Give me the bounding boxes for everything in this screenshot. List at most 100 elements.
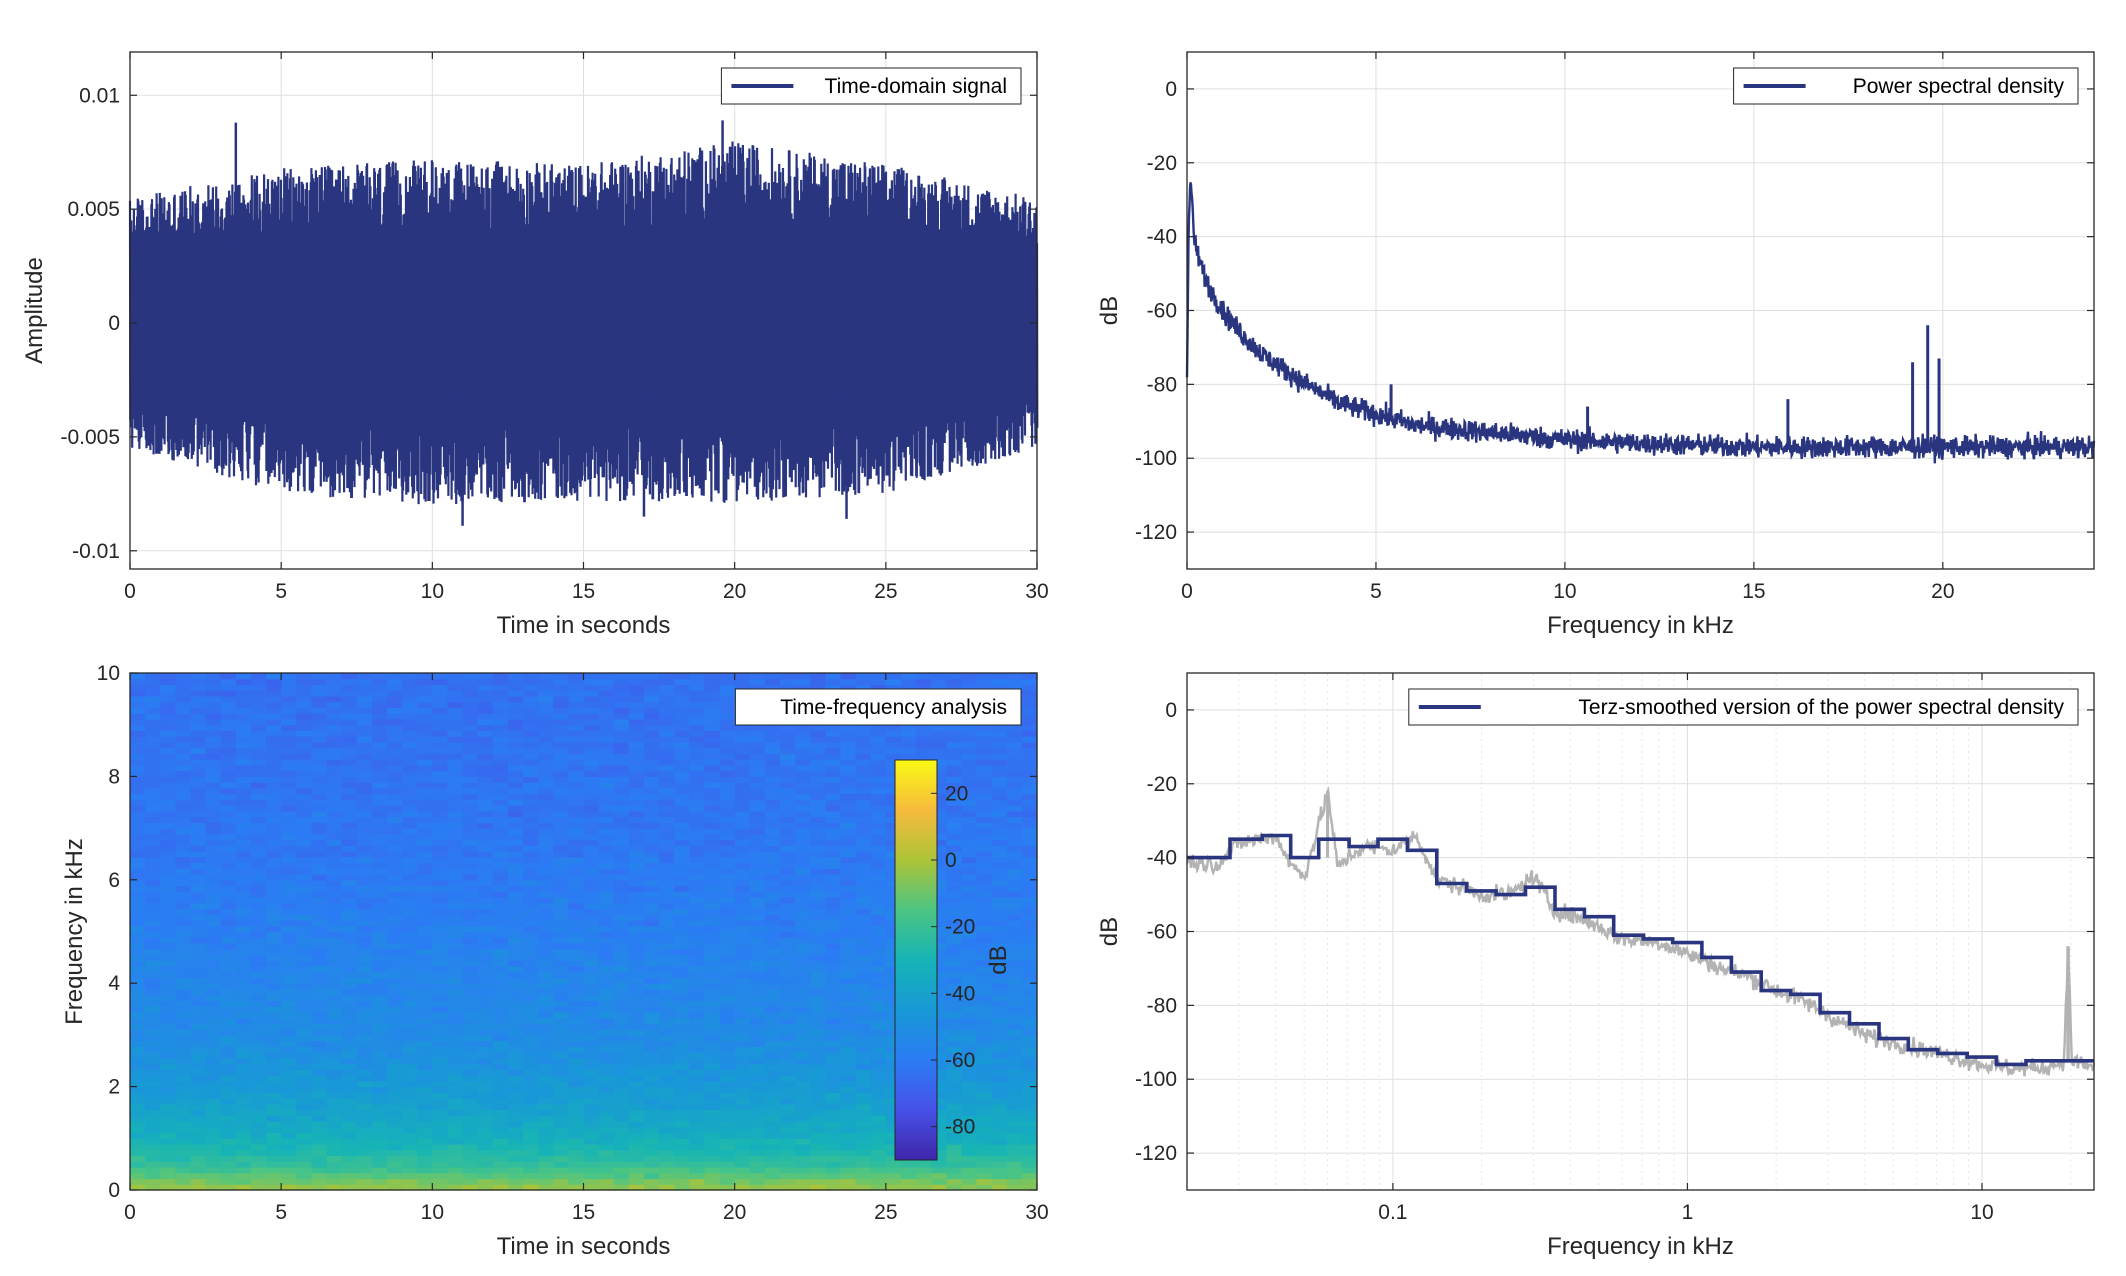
spectrogram-cell (326, 828, 343, 835)
spectrogram-cell (749, 1034, 766, 1042)
spectrogram-cell (356, 988, 373, 996)
spectrogram-cell (462, 730, 479, 737)
spectrogram-cell (689, 759, 705, 766)
spectrogram-cell (749, 1098, 766, 1105)
spectrogram-cell (976, 960, 993, 967)
spectrogram-cell (266, 833, 282, 841)
spectrogram-cell (644, 1098, 660, 1105)
spectrogram-cell (311, 897, 328, 904)
spectrogram-cell (371, 920, 388, 927)
spectrogram-cell (553, 810, 569, 818)
spectrogram-cell (205, 914, 222, 921)
spectrogram-cell (477, 799, 494, 806)
spectrogram-cell (235, 977, 252, 984)
spectrogram-cell (1006, 948, 1023, 955)
spectrogram-cell (235, 879, 252, 887)
spectrogram-cell (235, 1155, 252, 1162)
spectrogram-cell (1006, 753, 1023, 760)
spectrogram-cell (311, 1155, 328, 1162)
spectrogram-cell (145, 1075, 161, 1082)
spectrogram-cell (976, 937, 993, 944)
spectrogram-cell (145, 741, 161, 749)
spectrogram-cell (387, 1161, 403, 1168)
spectrogram-cell (220, 1063, 237, 1070)
spectrogram-cell (356, 1040, 373, 1047)
spectrogram-cell (749, 874, 766, 881)
spectrogram-cell (281, 977, 297, 984)
spectrogram-cell (719, 1040, 736, 1047)
spectrogram-cell (749, 1046, 766, 1053)
spectrogram-cell (885, 747, 902, 754)
spectrogram-cell (568, 730, 585, 737)
spectrogram-cell (583, 753, 600, 760)
spectrogram-cell (855, 948, 872, 955)
spectrogram-cell (613, 1000, 630, 1007)
spectrogram-cell (417, 759, 433, 766)
spectrogram-cell (492, 1126, 509, 1134)
spectrogram-cell (628, 977, 645, 984)
spectrogram-cell (764, 1103, 781, 1111)
spectrogram-cell (175, 1126, 191, 1134)
spectrogram-cell (991, 1040, 1008, 1047)
spectrogram-cell (296, 902, 312, 910)
spectrogram-cell (477, 943, 494, 950)
spectrogram-cell (220, 943, 237, 950)
spectrogram-cell (477, 1075, 494, 1082)
spectrogram-cell (538, 747, 554, 754)
spectrogram-cell (689, 874, 705, 881)
spectrogram-cell (855, 1144, 872, 1151)
spectrogram-cell (130, 1006, 146, 1013)
spectrogram-cell (326, 1178, 343, 1185)
spectrogram-cell (281, 874, 297, 881)
spectrogram-cell (371, 805, 388, 812)
spectrogram-cell (1021, 810, 1038, 818)
spectrogram-cell (507, 782, 524, 789)
spectrogram-cell (311, 1069, 328, 1076)
spectrogram-cell (190, 862, 207, 869)
spectrogram-cell (931, 845, 947, 852)
spectrogram-cell (492, 747, 509, 754)
spectrogram-cell (825, 988, 842, 996)
spectrogram-cell (492, 845, 509, 852)
spectrogram-cell (553, 851, 569, 858)
spectrogram-cell (250, 1052, 267, 1059)
spectrogram-cell (281, 805, 297, 812)
spectrogram-cell (145, 920, 161, 927)
spectrogram-cell (810, 966, 826, 973)
spectrogram-cell (417, 1069, 433, 1076)
spectrogram-cell (689, 1069, 705, 1076)
spectrogram-cell (659, 1172, 675, 1180)
spectrogram-cell (870, 839, 887, 846)
spectrogram-cell (734, 954, 751, 961)
spectrogram-cell (583, 868, 600, 875)
spectrogram-cell (145, 948, 161, 955)
spectrogram-cell (976, 1000, 993, 1007)
spectrogram-cell (190, 816, 207, 823)
spectrogram-cell (689, 914, 705, 921)
spectrogram-cell (462, 793, 479, 800)
spectrogram-cell (371, 851, 388, 858)
spectrogram-cell (1006, 799, 1023, 806)
spectrogram-cell (145, 1167, 161, 1174)
spectrogram-cell (371, 1011, 388, 1019)
spectrogram-cell (659, 920, 675, 927)
spectrogram-cell (704, 1034, 721, 1042)
spectrogram-cell (266, 1006, 282, 1013)
spectrogram-cell (1021, 937, 1038, 944)
spectrogram-cell (810, 1132, 826, 1139)
spectrogram-cell (583, 908, 600, 915)
spectrogram-cell (644, 1000, 660, 1007)
spectrogram-cell (931, 1103, 947, 1111)
spectrogram-cell (885, 1092, 902, 1099)
spectrogram-cell (598, 1144, 615, 1151)
spectrogram-cell (628, 1126, 645, 1134)
spectrogram-cell (432, 943, 448, 950)
spectrogram-cell (613, 741, 630, 749)
spectrogram-cell (341, 1040, 358, 1047)
spectrogram-cell (931, 1086, 947, 1093)
spectrogram-cell (583, 920, 600, 927)
spectrogram-cell (734, 868, 751, 875)
spectrogram-cell (734, 902, 751, 910)
spectrogram-cell (674, 770, 690, 777)
spectrogram-cell (674, 1149, 690, 1157)
